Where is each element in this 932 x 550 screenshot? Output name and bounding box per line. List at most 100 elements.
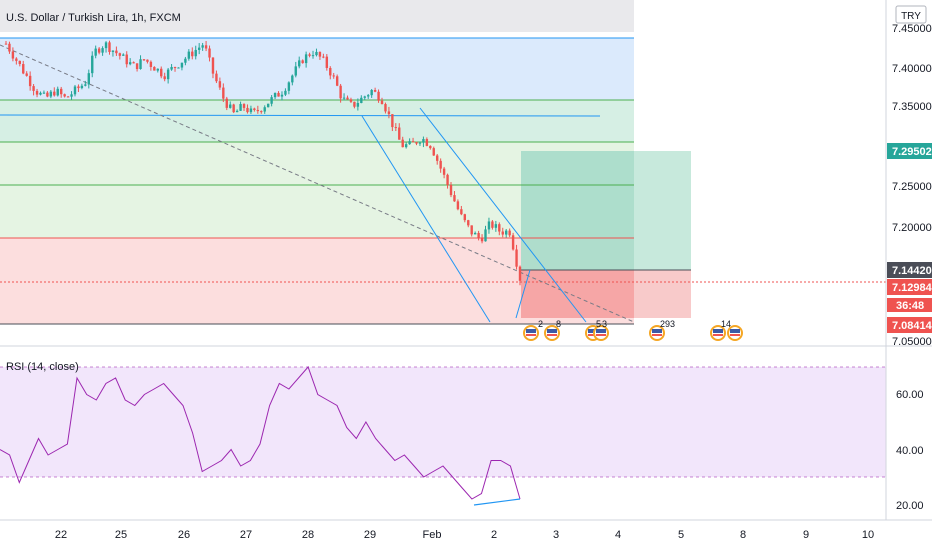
level-line-blue[interactable] [0,114,601,117]
candle-body [401,139,404,148]
rsi-tick-label: 20.00 [896,500,924,512]
candle-body [170,67,173,70]
candle-body [225,98,228,108]
rsi-axis[interactable]: 60.00 40.00 20.00 [896,389,924,512]
candle-body [356,103,360,107]
candle-body [453,195,456,202]
candle-body [515,249,518,267]
candle-body [501,231,504,235]
rsi-line [0,366,521,500]
candle-body [118,53,122,56]
candle-body [491,221,494,228]
candle-body [484,229,487,242]
candle-body [146,59,149,62]
candle-body [218,81,222,88]
candle-body [15,58,18,61]
rsi-divergence-line[interactable] [473,498,521,506]
candle-body [135,63,139,70]
candle-body [346,97,349,100]
candle-body [518,266,522,281]
candle-body [229,104,232,108]
candle-body [494,224,498,228]
channel-lower-line[interactable] [361,115,491,323]
title-bar-bg [0,0,634,32]
candle-body [104,42,108,49]
candle-body [342,97,346,99]
candle-body [177,67,180,69]
time-tick-label: 4 [615,529,621,541]
event-badge-count: 5 [596,319,601,329]
price-tag [887,279,932,295]
candle-body [239,104,242,111]
candle-body [284,90,287,95]
candle-body [422,139,425,143]
candle-body [208,48,211,58]
event-badge-flag-blue [526,329,536,333]
candle-body [280,94,284,97]
time-tick-label: 27 [240,529,252,541]
candle-body [325,56,329,68]
symbol-title: U.S. Dollar / Turkish Lira, 1h, FXCM [6,12,181,24]
candle-body [160,68,163,77]
candle-body [139,59,142,70]
candle-body [463,214,467,221]
price-axis[interactable]: 7.45000 7.40000 7.35000 7.25000 7.20000 7.050… [892,23,932,348]
candle-body [132,62,135,64]
time-tick-label: 22 [55,529,67,541]
candle-body [394,127,398,129]
candle-body [373,90,377,92]
price-tag [887,143,932,159]
candle-body [94,48,97,56]
candle-body [408,141,411,145]
candle-body [398,127,401,140]
time-axis[interactable]: 22 25 26 27 28 29 Feb 2 3 4 5 8 9 10 [55,529,874,541]
candle-body [22,64,25,74]
rsi-tick-label: 60.00 [896,389,924,401]
candle-body [505,230,508,235]
candle-body [173,67,177,69]
channel-upper-line[interactable] [419,107,587,323]
candle-body [480,237,484,242]
candle-body [59,88,63,95]
candle-body [25,73,28,76]
candle-body [263,107,266,112]
candle-body [442,168,446,175]
candle-body [322,56,325,58]
candle-body [246,107,249,113]
price-tick-label: 7.25000 [892,181,932,193]
rsi-tick-label: 40.00 [896,445,924,457]
event-badge-flag-blue [730,329,740,333]
event-badge-flag-red [730,334,740,336]
time-tick-label: 25 [115,529,127,541]
candle-body [153,66,156,71]
candle-body [266,103,270,108]
zone-blue [0,38,634,100]
time-tick-label: 29 [364,529,376,541]
price-tick-label: 7.35000 [892,101,932,113]
candle-body [429,145,432,149]
price-tick-label: 7.45000 [892,23,932,35]
candle-body [66,96,70,98]
candle-body [197,47,201,50]
event-badge-flag-red [588,334,598,336]
candle-body [380,100,384,105]
currency-badge[interactable] [895,5,927,24]
price-tag-label: 7.12984 [892,282,932,294]
candle-body [418,142,422,144]
candle-body [235,110,239,113]
candle-body [315,51,318,56]
candle-body [439,160,442,169]
candle-body [149,61,153,67]
candle-body [425,139,429,146]
candle-body [432,148,435,156]
candle-body [84,84,87,86]
candle-body [142,59,146,61]
candle-body [353,101,356,107]
event-badge-count: 8 [556,319,561,329]
candle-body [253,108,256,110]
time-tick-label: Feb [423,529,442,541]
candle-body [191,51,194,57]
candle-body [477,232,480,238]
rsi-title: RSI (14, close) [6,361,79,373]
